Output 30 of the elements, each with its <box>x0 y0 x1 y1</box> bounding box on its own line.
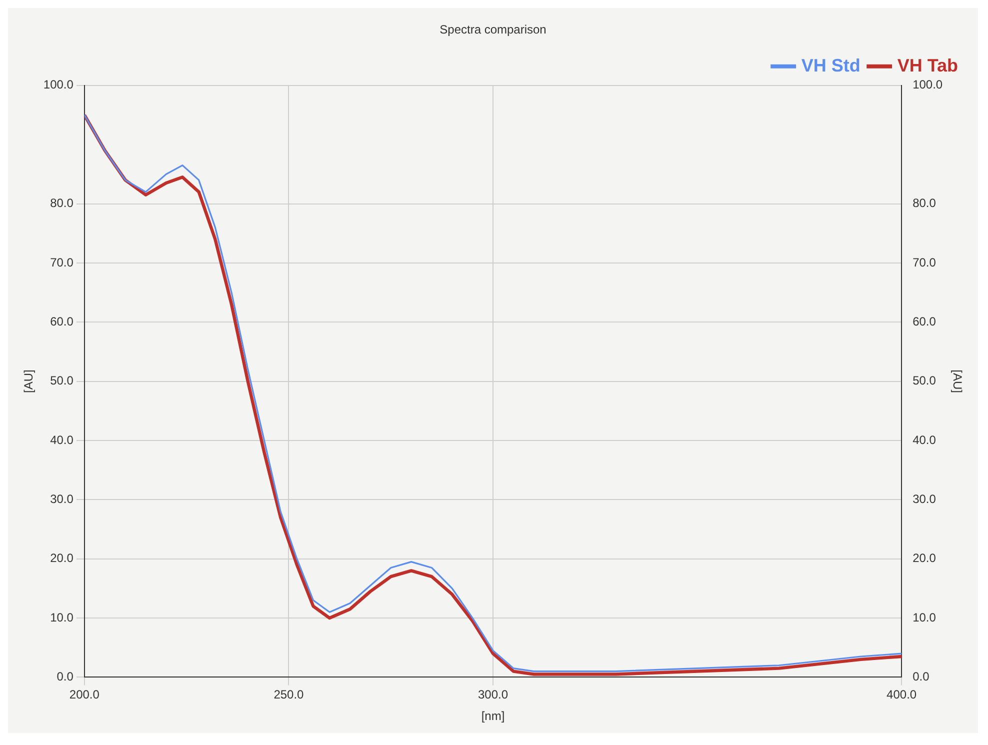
y-tick-label: 0.0 <box>56 670 74 684</box>
y-tick-label: 80.0 <box>50 196 74 210</box>
y2-tick-label: 70.0 <box>912 255 936 270</box>
y2-tick-label: 10.0 <box>912 610 936 624</box>
x-tick-label: 250.0 <box>274 688 304 702</box>
y2-tick-label: 0.0 <box>912 670 930 684</box>
x-axis-title: [nm] <box>481 709 505 724</box>
y2-tick-label: 30.0 <box>912 492 936 506</box>
y-tick-label: 30.0 <box>50 492 74 506</box>
y-tick-label: 60.0 <box>50 314 74 328</box>
y2-tick-label: 80.0 <box>912 196 936 210</box>
x-tick-label: 200.0 <box>69 688 100 702</box>
y2-tick-label: 40.0 <box>912 432 936 447</box>
legend-label: VH Tab <box>897 55 958 76</box>
y2-axis-title: [AU] <box>950 370 964 393</box>
y-axis-title: [AU] <box>22 370 36 393</box>
x-tick-label: 300.0 <box>478 688 508 702</box>
x-tick-label: 400.0 <box>886 688 917 702</box>
y2-tick-label: 50.0 <box>912 374 936 388</box>
y-tick-label: 50.0 <box>50 374 74 388</box>
legend-label: VH Std <box>801 55 860 76</box>
y2-tick-label: 60.0 <box>912 314 936 328</box>
y2-tick-label: 20.0 <box>912 551 936 566</box>
y-tick-label: 40.0 <box>50 432 74 447</box>
y-tick-label: 100.0 <box>43 78 74 92</box>
y-tick-label: 10.0 <box>50 610 74 624</box>
y-tick-label: 20.0 <box>50 551 74 566</box>
y2-tick-label: 100.0 <box>912 78 943 92</box>
y-tick-label: 70.0 <box>50 255 74 270</box>
chart-title: Spectra comparison <box>440 22 546 37</box>
